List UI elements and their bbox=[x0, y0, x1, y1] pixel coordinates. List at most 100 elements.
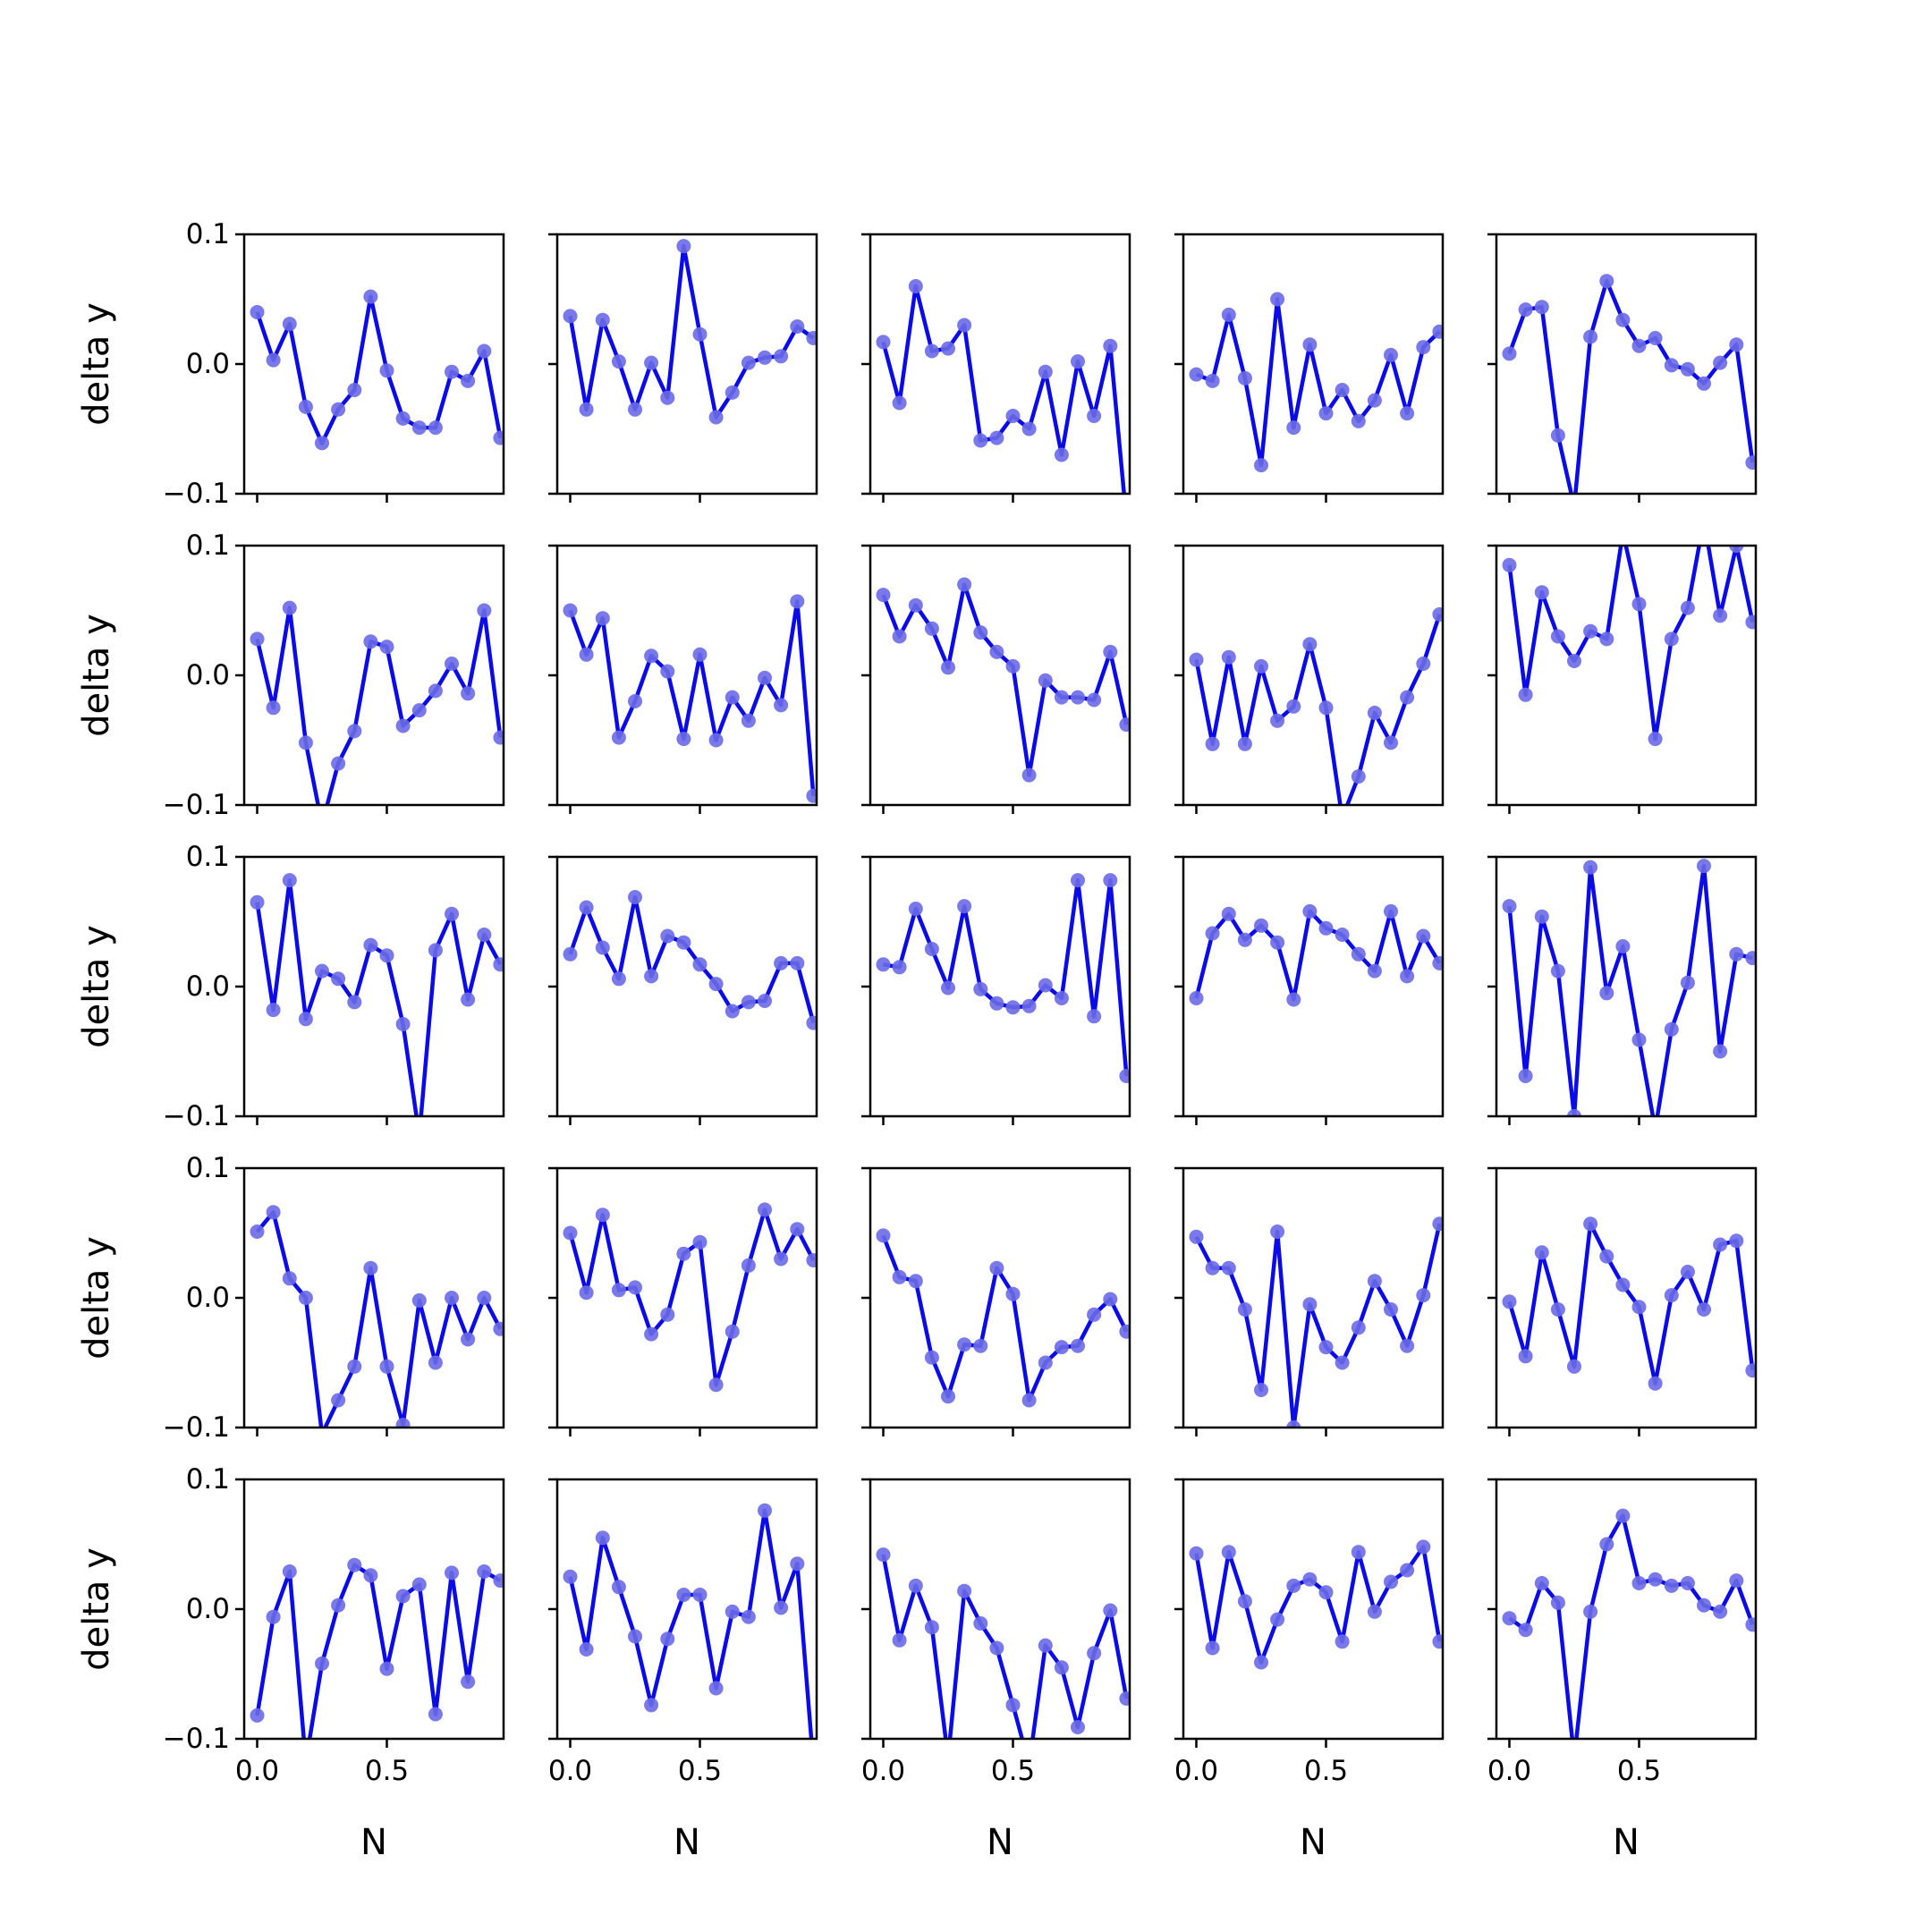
data-point bbox=[1071, 690, 1085, 705]
data-point bbox=[445, 364, 459, 379]
data-point bbox=[790, 319, 805, 334]
subplot-panel: 0.0 0.5 bbox=[1174, 1478, 1445, 1787]
data-point bbox=[1302, 337, 1318, 352]
data-point bbox=[1071, 1338, 1085, 1353]
data-point bbox=[1054, 991, 1069, 1005]
data-point bbox=[1335, 1634, 1350, 1649]
data-point bbox=[1615, 1277, 1631, 1292]
axes-frame bbox=[1182, 855, 1445, 1118]
x-tick-label: 0.0 bbox=[548, 1755, 592, 1787]
data-point bbox=[644, 355, 659, 370]
data-point bbox=[941, 341, 955, 356]
data-point bbox=[774, 955, 789, 970]
data-point bbox=[957, 577, 972, 592]
series-group bbox=[876, 1547, 1130, 1739]
data-point bbox=[428, 943, 443, 958]
data-point bbox=[315, 1656, 329, 1671]
data-point bbox=[347, 995, 362, 1010]
data-point bbox=[1416, 1539, 1431, 1555]
data-point bbox=[660, 928, 675, 944]
data-point bbox=[1729, 1233, 1744, 1249]
data-point bbox=[1400, 1563, 1415, 1578]
data-point bbox=[1745, 455, 1756, 470]
x-tick-label: 0.0 bbox=[235, 1755, 279, 1787]
data-point bbox=[1697, 1597, 1711, 1613]
data-point bbox=[363, 289, 378, 304]
data-point bbox=[363, 634, 378, 649]
data-point bbox=[298, 1012, 313, 1027]
x-tick-label: 0.5 bbox=[678, 1755, 722, 1787]
series-line bbox=[881, 284, 1126, 494]
data-point bbox=[1615, 526, 1630, 540]
data-point bbox=[774, 1251, 789, 1267]
data-point bbox=[908, 1578, 923, 1593]
data-point bbox=[428, 1707, 443, 1722]
data-point bbox=[1038, 978, 1053, 993]
data-point bbox=[676, 1588, 691, 1602]
data-point bbox=[1518, 1623, 1533, 1638]
data-point bbox=[1237, 1302, 1252, 1317]
data-point bbox=[315, 963, 329, 979]
data-point bbox=[1103, 644, 1118, 659]
data-point bbox=[1302, 903, 1318, 919]
data-point bbox=[1550, 963, 1565, 979]
data-point bbox=[1205, 1640, 1220, 1656]
data-point bbox=[1270, 1612, 1285, 1627]
data-point bbox=[1205, 373, 1220, 388]
axes-frame bbox=[1182, 1166, 1445, 1429]
data-point bbox=[1237, 370, 1252, 386]
data-point bbox=[708, 1681, 724, 1696]
data-point bbox=[676, 935, 691, 950]
data-point bbox=[1550, 428, 1565, 443]
series-group bbox=[563, 594, 817, 803]
series-group bbox=[250, 1205, 504, 1428]
data-point bbox=[1119, 1691, 1130, 1706]
axes-frame bbox=[242, 1478, 505, 1741]
data-point bbox=[741, 355, 756, 370]
data-point bbox=[1302, 1297, 1318, 1312]
data-point bbox=[876, 335, 891, 350]
data-point bbox=[774, 698, 789, 713]
data-point bbox=[1021, 421, 1037, 436]
subplot-panel: −0.1 0.0 0.1 bbox=[163, 530, 505, 821]
series-line bbox=[568, 894, 816, 1024]
y-tick-label: −0.1 bbox=[163, 789, 230, 821]
data-point bbox=[628, 1629, 642, 1644]
data-point bbox=[1518, 1069, 1533, 1083]
data-point bbox=[477, 1564, 492, 1579]
data-point bbox=[493, 730, 504, 745]
data-point bbox=[1335, 1355, 1350, 1370]
data-point bbox=[676, 1246, 691, 1261]
series-line bbox=[1194, 909, 1442, 1002]
data-point bbox=[924, 343, 939, 359]
data-point bbox=[1745, 951, 1756, 966]
data-point bbox=[644, 1698, 659, 1713]
data-point bbox=[1400, 406, 1415, 421]
data-point bbox=[1189, 991, 1204, 1005]
data-point bbox=[724, 1604, 740, 1619]
data-point bbox=[924, 1350, 939, 1365]
data-point bbox=[266, 1003, 281, 1018]
y-axis-label: delta y bbox=[76, 614, 117, 737]
data-point bbox=[1286, 420, 1301, 436]
subplot-panel bbox=[1487, 855, 1758, 1125]
subplot-panel bbox=[861, 544, 1131, 814]
y-tick-label: −0.1 bbox=[163, 1723, 230, 1755]
x-axis-label: N bbox=[1613, 1822, 1640, 1863]
data-point bbox=[973, 1616, 988, 1631]
series-group bbox=[876, 1228, 1130, 1408]
data-point bbox=[331, 402, 346, 417]
data-point bbox=[724, 1324, 740, 1339]
subplot-panel: −0.1 0.0 0.1 bbox=[163, 218, 505, 510]
data-point bbox=[363, 937, 378, 953]
data-point bbox=[1697, 376, 1711, 391]
data-point bbox=[774, 1600, 789, 1615]
data-point bbox=[1005, 1698, 1021, 1713]
data-point bbox=[1680, 1265, 1695, 1279]
data-point bbox=[973, 981, 988, 996]
data-point bbox=[924, 621, 939, 636]
data-point bbox=[1021, 998, 1037, 1013]
subplot-panel: 0.0 0.5 bbox=[861, 1478, 1131, 1787]
data-point bbox=[1270, 1224, 1285, 1239]
series-line bbox=[881, 1234, 1129, 1402]
